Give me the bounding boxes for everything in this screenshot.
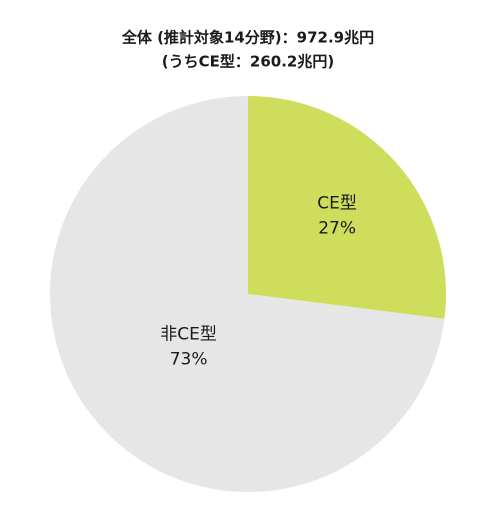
pie-slice (50, 96, 445, 493)
slice-value: 73% (170, 349, 208, 369)
slice-value: 27% (318, 218, 356, 238)
slice-label: CE型 (317, 193, 357, 213)
chart-subtitle: (うちCE型：260.2兆円) (162, 53, 334, 71)
pie-slice (248, 96, 447, 319)
chart-title: 全体 (推計対象14分野)：972.9兆円 (121, 29, 374, 47)
slice-label: 非CE型 (160, 324, 217, 344)
